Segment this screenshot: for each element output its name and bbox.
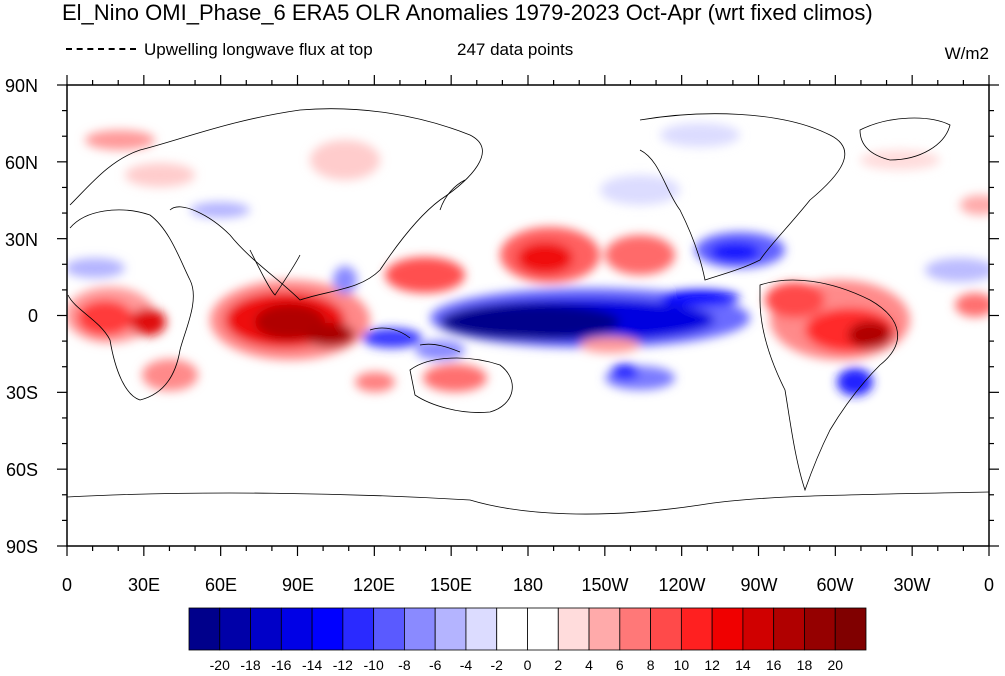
contour-legend: Upwelling longwave flux at top bbox=[66, 40, 373, 60]
colorbar-box bbox=[373, 607, 405, 651]
lon-label-150w: 150W bbox=[581, 575, 628, 595]
colorbar-box bbox=[250, 607, 282, 651]
data-points-count: 247 data points bbox=[457, 40, 574, 59]
lon-label-120e: 120E bbox=[353, 575, 395, 595]
contour-legend-text: Upwelling longwave flux at top bbox=[144, 40, 373, 59]
colorbar-box bbox=[527, 607, 559, 651]
lat-label-60s: 60S bbox=[6, 460, 38, 480]
tick-marks bbox=[57, 75, 999, 556]
lat-label-90s: 90S bbox=[6, 537, 38, 557]
colorbar-label: -10 bbox=[364, 657, 384, 673]
colorbar-box bbox=[650, 607, 682, 651]
colorbar-label: 10 bbox=[674, 657, 690, 673]
lon-label-150e: 150E bbox=[430, 575, 472, 595]
lon-label-60e: 60E bbox=[205, 575, 237, 595]
colorbar-label: -16 bbox=[271, 657, 291, 673]
lon-label-0-right: 0 bbox=[984, 575, 994, 595]
colorbar-label: -20 bbox=[210, 657, 230, 673]
colorbar-box bbox=[496, 607, 528, 651]
colorbar-label: 8 bbox=[647, 657, 655, 673]
colorbar-box bbox=[711, 607, 744, 651]
colorbar-box bbox=[804, 607, 836, 651]
colorbar-box bbox=[280, 607, 313, 651]
colorbar-box bbox=[619, 607, 651, 651]
colorbar-box bbox=[680, 607, 713, 651]
colorbar bbox=[188, 607, 867, 651]
lat-label-0: 0 bbox=[28, 306, 38, 326]
colorbar-label: -8 bbox=[398, 657, 411, 673]
colorbar-label: 16 bbox=[766, 657, 782, 673]
colorbar-label: 4 bbox=[585, 657, 593, 673]
lat-label-60n: 60N bbox=[5, 153, 38, 173]
colorbar-label: 18 bbox=[797, 657, 813, 673]
colorbar-label: -12 bbox=[333, 657, 353, 673]
colorbar-label: -4 bbox=[460, 657, 473, 673]
lon-label-30e: 30E bbox=[128, 575, 160, 595]
colorbar-box bbox=[557, 607, 590, 651]
colorbar-box bbox=[588, 607, 621, 651]
lon-label-60w: 60W bbox=[816, 575, 853, 595]
lon-label-30w: 30W bbox=[893, 575, 930, 595]
colorbar-labels: -20 -18 -16 -14 -12 -10 -8 -6 -4 -2 0 2 4 6 8 10 12 14 16 1… bbox=[210, 657, 844, 673]
colorbar-label: 12 bbox=[704, 657, 720, 673]
dashed-line-icon bbox=[66, 47, 136, 50]
lon-label-180: 180 bbox=[513, 575, 543, 595]
colorbar-label: 14 bbox=[735, 657, 751, 673]
colorbar-label: -2 bbox=[491, 657, 504, 673]
colorbar-box bbox=[465, 607, 498, 651]
colorbar-box bbox=[742, 607, 775, 651]
colorbar-box bbox=[342, 607, 375, 651]
colorbar-box bbox=[434, 607, 467, 651]
olr-anomaly-field bbox=[67, 85, 989, 546]
lon-label-90w: 90W bbox=[740, 575, 777, 595]
colorbar-label: -14 bbox=[302, 657, 322, 673]
lat-label-30s: 30S bbox=[6, 383, 38, 403]
lon-label-90e: 90E bbox=[282, 575, 314, 595]
units-label: W/m2 bbox=[944, 44, 989, 63]
colorbar-box bbox=[311, 607, 344, 651]
coastlines bbox=[67, 108, 989, 515]
colorbar-box bbox=[188, 607, 221, 651]
colorbar-box bbox=[834, 607, 867, 651]
colorbar-label: 2 bbox=[554, 657, 562, 673]
colorbar-label: 20 bbox=[827, 657, 843, 673]
lat-label-30n: 30N bbox=[5, 230, 38, 250]
colorbar-box bbox=[219, 607, 251, 651]
lat-label-90n: 90N bbox=[5, 76, 38, 96]
lon-label-0: 0 bbox=[62, 575, 72, 595]
colorbar-box bbox=[773, 607, 805, 651]
colorbar-label: 6 bbox=[616, 657, 624, 673]
colorbar-label: -18 bbox=[240, 657, 260, 673]
colorbar-label: -6 bbox=[429, 657, 442, 673]
colorbar-label: 0 bbox=[524, 657, 532, 673]
colorbar-box bbox=[404, 607, 436, 651]
chart-title: El_Nino OMI_Phase_6 ERA5 OLR Anomalies 1… bbox=[62, 0, 873, 25]
lon-label-120w: 120W bbox=[658, 575, 705, 595]
